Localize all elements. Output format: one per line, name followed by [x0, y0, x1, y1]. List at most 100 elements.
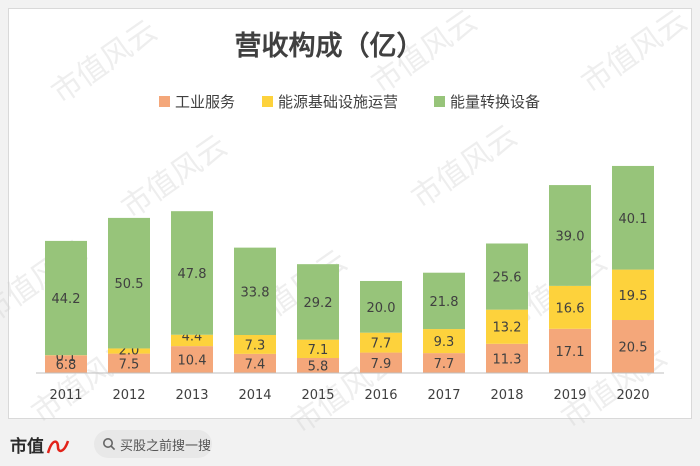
data-label: 44.2 — [52, 292, 81, 307]
data-label: 40.1 — [619, 212, 648, 227]
x-tick-label: 2016 — [364, 388, 397, 403]
brand-name: 市值 — [10, 437, 44, 457]
bar-stack: 7.52.050.5 — [108, 217, 150, 373]
legend-label: 工业服务 — [175, 93, 235, 111]
data-label: 13.2 — [493, 321, 522, 336]
watermark-text: 市值风云 — [45, 13, 163, 110]
bar-segment — [108, 217, 150, 349]
bar-segment — [108, 348, 150, 354]
data-label: 19.5 — [619, 289, 648, 304]
bar-segment — [549, 328, 591, 373]
x-tick-label: 2017 — [427, 388, 460, 403]
bar-segment — [171, 211, 213, 335]
bar-segment — [360, 332, 402, 353]
legend-item: 工业服务 — [159, 93, 235, 111]
data-label: 7.9 — [371, 357, 392, 372]
search-icon — [103, 438, 116, 451]
bar-segment — [612, 269, 654, 321]
data-label: 9.3 — [434, 335, 455, 350]
bar-segment — [108, 353, 150, 373]
data-label: 11.3 — [493, 352, 522, 367]
bar-segment — [612, 320, 654, 373]
legend-swatch — [159, 96, 170, 107]
data-label: 29.2 — [304, 296, 333, 311]
bar-stack: 11.3 13.2 25.6 — [486, 243, 528, 373]
legend-label: 能源基础设施运营 — [278, 93, 398, 111]
data-label: 7.3 — [245, 338, 266, 353]
data-label: 7.5 — [119, 357, 140, 372]
bar-segment — [45, 240, 87, 356]
bar-segment — [360, 280, 402, 333]
bar-stack: 5.8 7.1 29.2 — [297, 264, 339, 375]
data-label: 7.4 — [245, 357, 266, 372]
bar-segment — [423, 329, 465, 354]
data-label: 50.5 — [115, 277, 144, 292]
x-tick-label: 2020 — [616, 388, 649, 403]
bar-segment — [171, 334, 213, 347]
data-label: 20.5 — [619, 341, 648, 356]
data-label: 10.4 — [178, 354, 207, 369]
data-label: 39.0 — [556, 229, 585, 244]
bar-segment — [234, 335, 276, 354]
bar-segment — [486, 343, 528, 373]
bar-segment — [423, 272, 465, 330]
bar-stack: 7.7 9.3 21.8 — [423, 272, 465, 373]
watermark-text: 市值风云 — [575, 3, 693, 100]
chart-bars: 6.80.144.2 7.52.050.5 10.44.447.8 7.4 7.3 33.… — [45, 165, 654, 375]
x-tick-label: 2013 — [175, 388, 208, 403]
data-label: 17.1 — [556, 345, 585, 360]
bar-segment — [297, 358, 339, 373]
bar-stack: 7.9 7.7 20.0 — [360, 280, 402, 373]
bar-segment — [486, 309, 528, 344]
chart-legend: 工业服务 能源基础设施运营 能量转换设备 — [159, 93, 540, 111]
legend-swatch — [434, 96, 445, 107]
bar-segment — [171, 346, 213, 373]
search-box[interactable]: 买股之前搜一搜 — [94, 430, 212, 458]
bar-segment — [297, 264, 339, 340]
bar-segment — [423, 353, 465, 373]
bar-segment — [234, 247, 276, 336]
watermark-text: 市值风云 — [405, 118, 523, 215]
legend-label: 能量转换设备 — [450, 93, 540, 111]
x-tick-label: 2014 — [238, 388, 271, 403]
x-tick-label: 2011 — [49, 388, 82, 403]
search-placeholder: 买股之前搜一搜 — [120, 438, 212, 454]
data-label: 25.6 — [493, 271, 522, 286]
bar-stack: 6.80.144.2 — [45, 240, 87, 373]
data-label: 7.1 — [308, 343, 329, 358]
legend-item: 能量转换设备 — [434, 93, 540, 111]
bar-segment — [486, 243, 528, 310]
bar-segment — [234, 353, 276, 373]
bar-segment — [297, 339, 339, 359]
bar-segment — [360, 352, 402, 373]
bar-segment — [612, 165, 654, 270]
data-label: 6.8 — [56, 358, 77, 373]
bar-segment — [45, 355, 87, 373]
data-label: 16.6 — [556, 301, 585, 316]
legend-swatch — [262, 96, 273, 107]
data-label: 21.8 — [430, 295, 459, 310]
data-label: 7.7 — [434, 357, 455, 372]
footer-bar: 市值 买股之前搜一搜 — [0, 424, 700, 466]
chart-title: 营收构成（亿） — [235, 31, 424, 62]
bar-stack: 20.5 19.5 40.1 — [612, 165, 654, 373]
bar-segment — [549, 285, 591, 329]
bar-segment — [549, 185, 591, 286]
legend-item: 能源基础设施运营 — [262, 93, 398, 111]
data-label: 7.7 — [371, 337, 392, 352]
data-label: 47.8 — [178, 267, 207, 282]
x-tick-label: 2019 — [553, 388, 586, 403]
brand-mark-icon — [46, 440, 70, 454]
bar-stack: 10.44.447.8 — [171, 211, 213, 373]
data-label: 20.0 — [367, 301, 396, 316]
x-axis-ticks: 2011 2012 2013 2014 2015 2016 2017 2018 2019 2020 — [49, 388, 649, 403]
data-label: 5.8 — [308, 360, 329, 375]
bar-stack: 17.1 16.6 39.0 — [549, 185, 591, 373]
x-tick-label: 2018 — [490, 388, 523, 403]
brand-logo[interactable]: 市值 — [10, 432, 70, 457]
data-label: 33.8 — [241, 285, 270, 300]
x-tick-label: 2015 — [301, 388, 334, 403]
bar-stack: 7.4 7.3 33.8 — [234, 247, 276, 373]
x-tick-label: 2012 — [112, 388, 145, 403]
